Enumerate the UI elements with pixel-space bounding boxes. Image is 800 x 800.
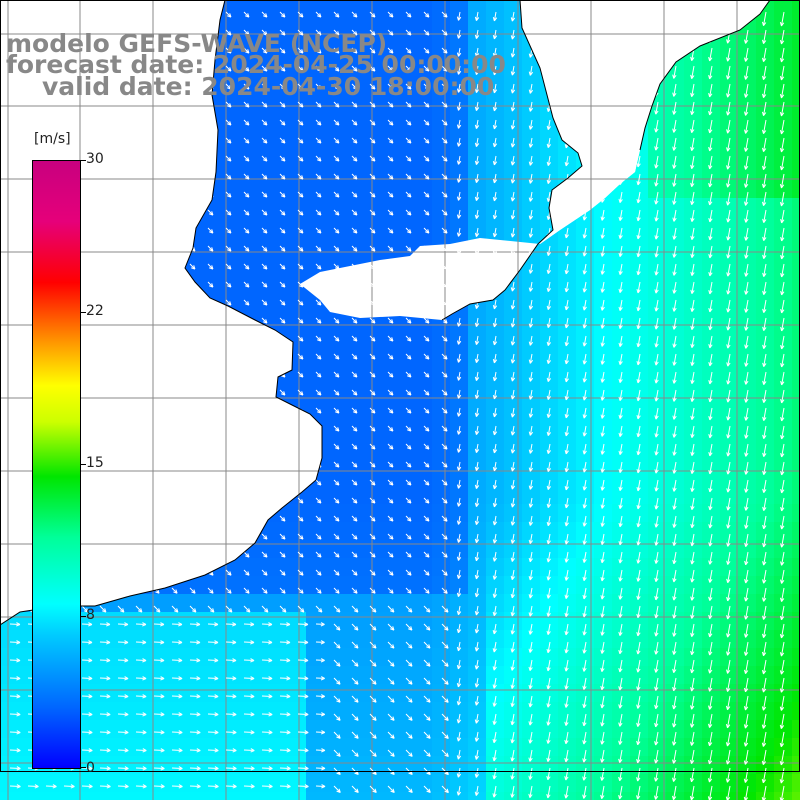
title-forecast-date: forecast date: 2024-04-25 00:00:00 [6,50,506,79]
colorbar-tick-mark [80,616,86,617]
title-model: modelo GEFS-WAVE (NCEP) [6,29,388,58]
coastline [0,0,771,626]
colorbar-tick-mark [80,160,86,161]
land-area [225,0,770,320]
colorbar-unit: [m/s] [34,131,71,147]
colorbar [32,160,81,769]
colorbar-tick-30: 30 [86,151,104,167]
colorbar-tick-15: 15 [86,455,104,471]
title-valid-date: valid date: 2024-04-30 18:00:00 [42,72,495,101]
colorbar-tick-0: 0 [86,760,95,776]
colorbar-tick-8: 8 [86,607,95,623]
colorbar-tick-mark [80,312,86,313]
colorbar-tick-22: 22 [86,303,104,319]
colorbar-tick-mark [80,464,86,465]
colorbar-tick-mark [80,767,86,768]
